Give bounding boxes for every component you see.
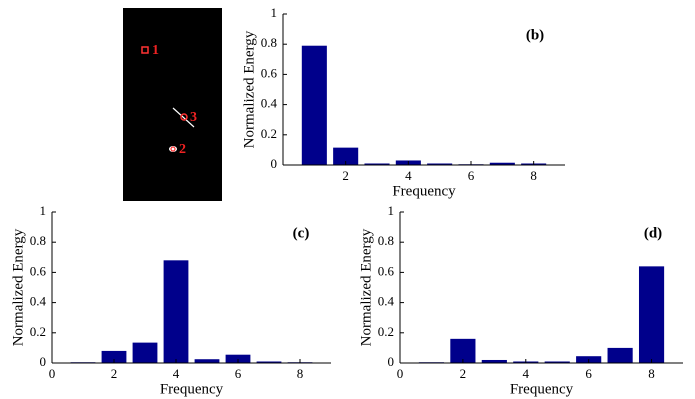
figure: (a) 1 3 2 0 0.2 0.4 0.6 0.8 1 2 4 6 8 Frequency Nor… <box>0 0 695 399</box>
x-tick-label: 4 <box>173 366 180 381</box>
x-tick-label: 6 <box>585 366 592 381</box>
chart: 0 0.2 0.4 0.6 0.8 1 2 4 6 8 Frequency Normalized En… <box>241 5 565 199</box>
y-tick-label: 0.4 <box>261 96 278 111</box>
y-tick-label: 1 <box>40 203 47 218</box>
y-tick-label: 0.2 <box>30 324 46 339</box>
chart-title: (b) <box>526 27 544 43</box>
bar <box>639 266 664 363</box>
bar <box>164 260 189 363</box>
marker-label: 2 <box>179 142 186 157</box>
y-tick-label: 1 <box>271 5 278 20</box>
marker-label: 3 <box>190 110 197 125</box>
x-tick-label: 2 <box>111 366 118 381</box>
chart: 0 0.2 0.4 0.6 0.8 1 0 2 4 6 8 Frequency Normalized E… <box>358 203 683 397</box>
y-tick-label: 0.2 <box>378 324 394 339</box>
y-axis-label: Normalized Energy <box>10 228 26 346</box>
chart-title: (c) <box>293 225 310 241</box>
y-tick-label: 0.2 <box>261 126 277 141</box>
x-tick-label: 6 <box>468 168 475 183</box>
x-axis-label: Frequency <box>392 183 456 199</box>
marker-label: 1 <box>152 43 159 58</box>
x-tick-label: 8 <box>297 366 304 381</box>
x-tick-label: 4 <box>405 168 412 183</box>
panel-a: (a) 1 3 2 <box>123 8 222 201</box>
chart-title: (d) <box>644 225 662 241</box>
y-tick-label: 0.4 <box>30 294 47 309</box>
bar <box>133 343 158 363</box>
bar <box>195 359 220 363</box>
y-tick-label: 0.4 <box>378 294 395 309</box>
y-tick-label: 0 <box>40 354 47 369</box>
y-tick-label: 1 <box>388 203 395 218</box>
x-tick-label: 4 <box>523 366 530 381</box>
y-axis-label: Normalized Energy <box>358 228 374 346</box>
y-tick-label: 0 <box>271 156 278 171</box>
y-tick-label: 0.8 <box>261 35 277 50</box>
chart: 0 0.2 0.4 0.6 0.8 1 0 2 4 6 8 Frequency Normalized E… <box>10 203 331 397</box>
y-tick-label: 0.8 <box>378 233 394 248</box>
y-tick-label: 0.8 <box>30 233 46 248</box>
x-tick-label: 8 <box>530 168 537 183</box>
y-axis-label: Normalized Energy <box>241 30 257 148</box>
bar <box>302 46 327 165</box>
x-tick-label: 0 <box>49 366 56 381</box>
x-tick-label: 8 <box>648 366 655 381</box>
y-tick-label: 0.6 <box>30 263 47 278</box>
y-tick-label: 0 <box>388 354 395 369</box>
x-tick-label: 2 <box>342 168 349 183</box>
x-tick-label: 6 <box>235 366 242 381</box>
panel-label: (a) <box>182 13 200 29</box>
y-tick-label: 0.6 <box>261 65 278 80</box>
bar <box>608 348 633 363</box>
x-tick-label: 2 <box>460 366 467 381</box>
x-axis-label: Frequency <box>510 381 574 397</box>
y-tick-label: 0.6 <box>378 263 395 278</box>
x-tick-label: 0 <box>397 366 404 381</box>
image <box>123 8 222 201</box>
x-axis-label: Frequency <box>160 381 224 397</box>
